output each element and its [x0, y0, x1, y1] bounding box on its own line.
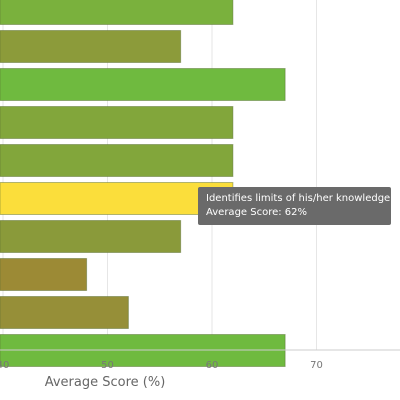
bar-0: [0, 0, 234, 25]
bar-4: [0, 144, 234, 177]
bar-3: [0, 106, 234, 139]
x-tick-label-50: 50: [101, 360, 114, 371]
bar-1: [0, 30, 182, 63]
chart-tooltip: Identifies limits of his/her knowledge A…: [198, 187, 391, 225]
x-tick-label-70: 70: [310, 360, 323, 371]
x-tick-label-60: 60: [206, 360, 219, 371]
bar-2: [0, 68, 286, 101]
bar-5: [0, 182, 234, 215]
x-axis-title: Average Score (%): [45, 375, 166, 390]
bar-8: [0, 296, 129, 329]
bar-6: [0, 220, 182, 253]
tooltip-label: Identifies limits of his/her knowledge: [206, 193, 391, 204]
bar-7: [0, 258, 88, 291]
x-tick-label-40: 40: [0, 360, 9, 371]
tooltip-value: Average Score: 62%: [206, 207, 308, 218]
